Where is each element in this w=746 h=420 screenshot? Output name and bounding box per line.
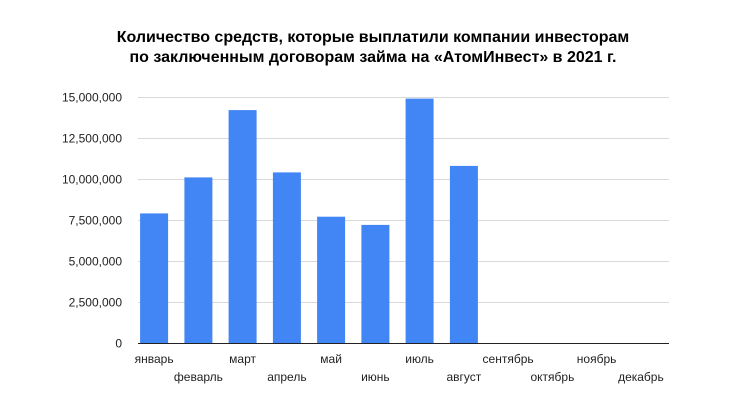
chart-title-line-1: Количество средств, которые выплатили ко…: [116, 29, 630, 46]
x-tick-label: июль: [405, 352, 434, 366]
y-tick-label: 7,500,000: [69, 214, 123, 228]
x-tick-label: ноябрь: [577, 352, 617, 366]
x-tick-label: март: [229, 352, 256, 366]
y-tick-label: 12,500,000: [62, 132, 122, 146]
x-tick-label: август: [447, 370, 482, 384]
x-tick-label: май: [320, 352, 342, 366]
chart-title-line-2: по заключенным договорам займа на «АтомИ…: [129, 49, 617, 66]
bar: [184, 177, 213, 343]
y-axis-labels: 0 2,500,000 5,000,000 7,500,000 10,000,000 12…: [62, 91, 122, 351]
y-tick-label: 5,000,000: [69, 255, 123, 269]
bar: [317, 216, 346, 343]
gridlines: [138, 97, 669, 344]
x-tick-label: апрель: [267, 370, 306, 384]
x-tick-label: феварль: [174, 370, 223, 384]
bar: [449, 165, 478, 343]
bars: [140, 98, 478, 343]
x-tick-label: январь: [135, 352, 174, 366]
bar: [140, 213, 169, 343]
bar: [405, 98, 434, 343]
bar: [228, 110, 257, 343]
bar: [272, 172, 301, 343]
bar: [361, 224, 390, 343]
y-tick-label: 10,000,000: [62, 173, 122, 187]
y-tick-label: 2,500,000: [69, 296, 123, 310]
y-tick-label: 15,000,000: [62, 91, 122, 105]
y-tick-label: 0: [115, 337, 122, 351]
x-tick-label: октябрь: [530, 370, 574, 384]
x-tick-label: сентябрь: [483, 352, 534, 366]
x-tick-label: июнь: [361, 370, 390, 384]
x-tick-label: декабрь: [618, 370, 664, 384]
chart-title: Количество средств, которые выплатили ко…: [0, 28, 746, 68]
